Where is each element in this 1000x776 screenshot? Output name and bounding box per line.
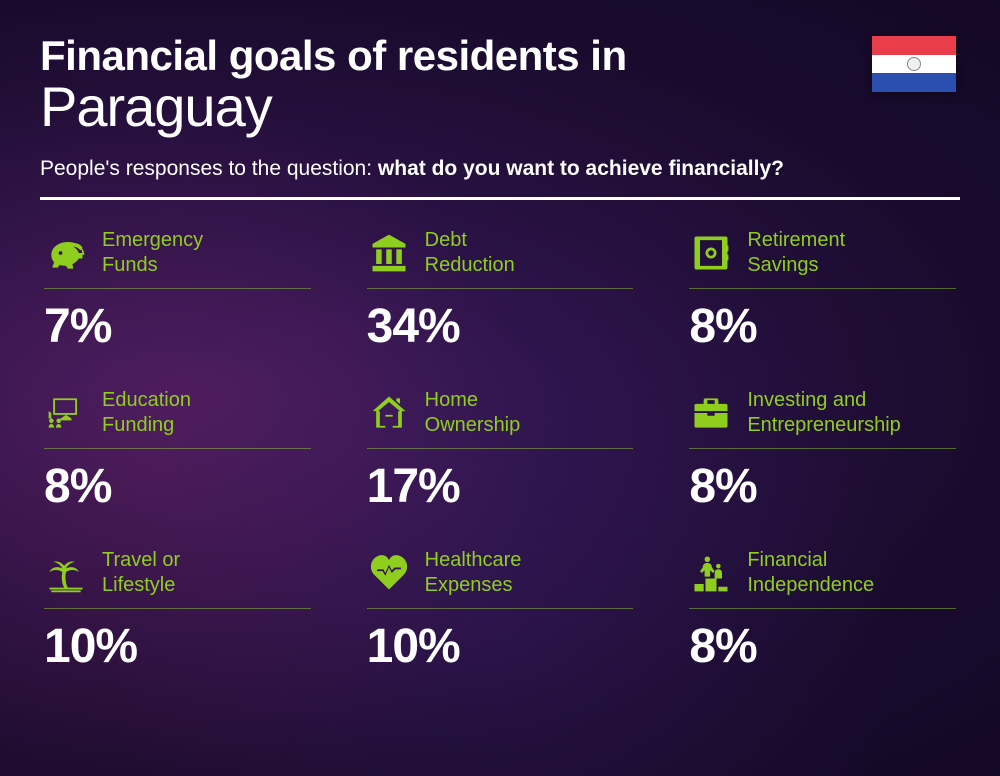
- stat-value: 8%: [689, 299, 956, 354]
- stat-item: DebtReduction 34%: [367, 228, 634, 354]
- stat-item-head: EmergencyFunds: [44, 228, 311, 289]
- stat-label: RetirementSavings: [747, 228, 845, 278]
- divider: [40, 197, 960, 200]
- subtitle: People's responses to the question: what…: [40, 157, 960, 181]
- heart-icon: [367, 551, 411, 595]
- stat-value: 34%: [367, 299, 634, 354]
- flag-stripe-bot: [872, 73, 956, 92]
- stat-label: EducationFunding: [102, 388, 191, 438]
- stat-value: 10%: [367, 619, 634, 674]
- palm-icon: [44, 551, 88, 595]
- stat-item: Investing andEntrepreneurship 8%: [689, 388, 956, 514]
- stat-label: EmergencyFunds: [102, 228, 203, 278]
- subtitle-prefix: People's responses to the question:: [40, 157, 378, 180]
- flag-stripe-top: [872, 36, 956, 55]
- stat-label: Travel orLifestyle: [102, 548, 180, 598]
- stat-label: HomeOwnership: [425, 388, 521, 438]
- stat-value: 10%: [44, 619, 311, 674]
- stat-item-head: EducationFunding: [44, 388, 311, 449]
- stat-value: 8%: [44, 459, 311, 514]
- stat-value: 8%: [689, 459, 956, 514]
- podium-icon: [689, 551, 733, 595]
- flag-emblem: [907, 57, 921, 71]
- stat-item: FinancialIndependence 8%: [689, 548, 956, 674]
- stat-item: RetirementSavings 8%: [689, 228, 956, 354]
- stat-value: 7%: [44, 299, 311, 354]
- stat-item-head: RetirementSavings: [689, 228, 956, 289]
- title-line-2: Paraguay: [40, 74, 960, 139]
- stat-value: 17%: [367, 459, 634, 514]
- stat-item-head: Investing andEntrepreneurship: [689, 388, 956, 449]
- stat-item: EmergencyFunds 7%: [44, 228, 311, 354]
- house-icon: [367, 391, 411, 435]
- stat-item: Travel orLifestyle 10%: [44, 548, 311, 674]
- country-flag: [872, 36, 956, 92]
- stat-label: FinancialIndependence: [747, 548, 874, 598]
- stat-item: EducationFunding 8%: [44, 388, 311, 514]
- stat-item-head: FinancialIndependence: [689, 548, 956, 609]
- stats-grid: EmergencyFunds 7% DebtReduction 34% Retireme…: [40, 228, 960, 674]
- safe-icon: [689, 231, 733, 275]
- briefcase-icon: [689, 391, 733, 435]
- stat-value: 8%: [689, 619, 956, 674]
- subtitle-bold: what do you want to achieve financially?: [378, 157, 784, 180]
- bank-icon: [367, 231, 411, 275]
- education-icon: [44, 391, 88, 435]
- stat-item: HealthcareExpenses 10%: [367, 548, 634, 674]
- stat-item-head: Travel orLifestyle: [44, 548, 311, 609]
- stat-item: HomeOwnership 17%: [367, 388, 634, 514]
- header: Financial goals of residents in Paraguay…: [40, 32, 960, 200]
- stat-item-head: DebtReduction: [367, 228, 634, 289]
- stat-item-head: HealthcareExpenses: [367, 548, 634, 609]
- stat-item-head: HomeOwnership: [367, 388, 634, 449]
- title-line-1: Financial goals of residents in: [40, 32, 960, 80]
- stat-label: DebtReduction: [425, 228, 515, 278]
- stat-label: Investing andEntrepreneurship: [747, 388, 900, 438]
- piggy-icon: [44, 231, 88, 275]
- stat-label: HealthcareExpenses: [425, 548, 522, 598]
